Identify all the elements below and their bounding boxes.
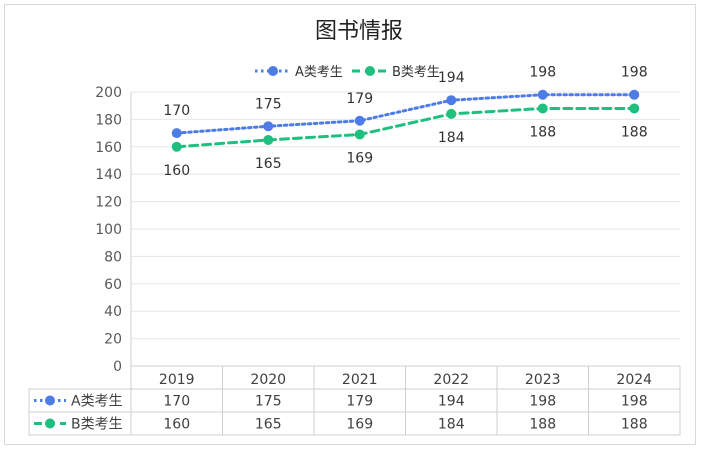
data-label: 175 xyxy=(255,96,282,112)
table-cell: 188 xyxy=(621,417,648,433)
table-cell: 160 xyxy=(163,417,190,433)
chart-frame xyxy=(4,4,696,445)
legend: A类考生 B类考生 xyxy=(255,65,440,80)
data-table: 2019 2020 2021 2022 2023 2024 A类考生 170 175 179 194… xyxy=(28,92,681,436)
y-tick-label: 0 xyxy=(113,359,122,375)
table-series-name: B类考生 xyxy=(71,417,123,433)
table-cell: 198 xyxy=(529,394,556,410)
data-label: 198 xyxy=(529,65,556,81)
x-tick-label: 2020 xyxy=(250,372,286,388)
legend-marker xyxy=(365,66,375,76)
table-cell: 198 xyxy=(621,394,648,410)
data-point xyxy=(446,95,457,106)
y-tick-label: 200 xyxy=(95,85,122,101)
y-tick-label: 100 xyxy=(95,222,122,238)
data-label: 188 xyxy=(621,124,648,140)
legend-label: A类考生 xyxy=(295,65,343,80)
table-series-name: A类考生 xyxy=(71,394,123,410)
y-axis: 0 20 40 60 80 100 120 140 160 180 200 xyxy=(95,85,122,375)
data-label: 165 xyxy=(255,156,282,172)
x-tick-label: 2023 xyxy=(525,372,561,388)
data-label: 198 xyxy=(621,65,648,81)
data-point xyxy=(354,129,365,140)
data-label: 169 xyxy=(346,150,373,166)
y-tick-label: 180 xyxy=(95,112,122,128)
y-tick-label: 20 xyxy=(104,332,122,348)
table-cell: 169 xyxy=(346,417,373,433)
gridlines xyxy=(131,91,680,367)
data-label: 160 xyxy=(163,163,190,179)
data-labels: 170 175 179 194 198 198 160 165 169 184 188 188 xyxy=(163,65,647,179)
legend-label: B类考生 xyxy=(392,65,440,80)
y-tick-label: 40 xyxy=(104,304,122,320)
x-tick-label: 2024 xyxy=(616,372,652,388)
data-label: 188 xyxy=(529,124,556,140)
data-point xyxy=(446,108,457,119)
y-tick-label: 60 xyxy=(104,277,122,293)
table-cell: 175 xyxy=(255,394,282,410)
table-cell: 179 xyxy=(346,394,373,410)
data-point xyxy=(171,141,182,152)
table-cell: 184 xyxy=(438,417,465,433)
data-point xyxy=(537,103,548,114)
data-label: 179 xyxy=(346,91,373,107)
x-tick-label: 2019 xyxy=(159,372,195,388)
y-tick-label: 80 xyxy=(104,249,122,265)
data-point xyxy=(629,89,640,100)
data-label: 170 xyxy=(163,103,190,119)
y-tick-label: 160 xyxy=(95,140,122,156)
data-point xyxy=(263,121,274,132)
data-point xyxy=(354,115,365,126)
series-lines xyxy=(171,89,640,152)
x-tick-label: 2021 xyxy=(342,372,378,388)
table-cell: 188 xyxy=(529,417,556,433)
chart-title: 图书情报 xyxy=(315,19,403,44)
table-cell: 165 xyxy=(255,417,282,433)
table-legend-marker xyxy=(45,395,55,406)
data-point xyxy=(629,103,640,114)
table-cell: 170 xyxy=(163,394,190,410)
data-point xyxy=(263,134,274,145)
data-point xyxy=(171,128,182,139)
data-label: 184 xyxy=(438,130,465,146)
x-tick-label: 2022 xyxy=(433,372,469,388)
y-tick-label: 120 xyxy=(95,195,122,211)
data-label: 194 xyxy=(438,70,465,86)
y-tick-label: 140 xyxy=(95,167,122,183)
data-point xyxy=(537,89,548,100)
table-legend-marker xyxy=(45,418,55,429)
series-line xyxy=(175,93,636,135)
series-line xyxy=(175,106,636,149)
legend-marker xyxy=(268,66,278,76)
table-cell: 194 xyxy=(438,394,465,410)
